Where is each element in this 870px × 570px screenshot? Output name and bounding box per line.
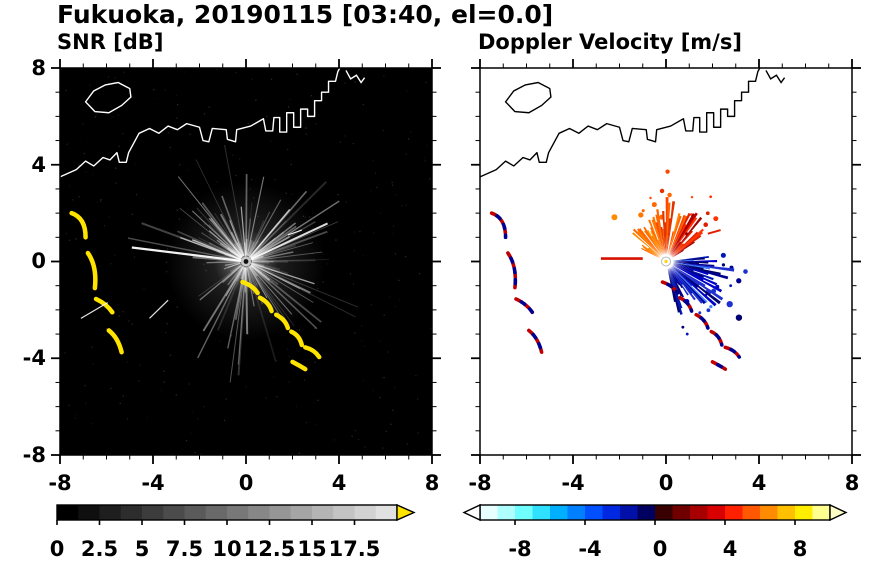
page-title: Fukuoka, 20190115 [03:40, el=0.0] — [57, 0, 554, 29]
y-tick-label: 4 — [31, 153, 46, 177]
snr-colorbar-label: 12.5 — [243, 537, 296, 561]
x-tick-label: -8 — [468, 471, 492, 495]
x-tick-label: -4 — [141, 471, 165, 495]
velocity-colorbar-label: 8 — [792, 537, 808, 561]
velocity-colorbar — [462, 503, 848, 525]
snr-plot — [51, 59, 441, 464]
y-tick-label: -8 — [22, 443, 46, 467]
y-tick-label: 8 — [31, 56, 46, 80]
snr-panel-label: SNR [dB] — [57, 30, 164, 54]
x-tick-label: -8 — [48, 471, 72, 495]
velocity-colorbar-label: 0 — [652, 537, 668, 561]
x-tick-label: 4 — [751, 471, 767, 495]
y-tick-label: -4 — [22, 346, 46, 370]
velocity-panel-label: Doppler Velocity [m/s] — [478, 30, 742, 54]
snr-colorbar-label: 5 — [134, 537, 150, 561]
y-tick-label: 0 — [31, 249, 46, 273]
snr-colorbar-label: 17.5 — [328, 537, 381, 561]
x-tick-label: 4 — [331, 471, 347, 495]
snr-colorbar — [56, 503, 416, 525]
x-tick-label: 8 — [424, 471, 440, 495]
snr-colorbar-label: 0 — [49, 537, 65, 561]
snr-colorbar-label: 15 — [297, 537, 327, 561]
velocity-colorbar-label: 4 — [722, 537, 738, 561]
velocity-plot — [471, 59, 861, 464]
x-tick-label: 0 — [238, 471, 254, 495]
snr-colorbar-label: 2.5 — [80, 537, 119, 561]
snr-colorbar-label: 7.5 — [165, 537, 204, 561]
x-tick-label: 8 — [844, 471, 860, 495]
snr-colorbar-label: 10 — [212, 537, 242, 561]
x-tick-label: 0 — [658, 471, 674, 495]
velocity-colorbar-label: -4 — [578, 537, 602, 561]
velocity-colorbar-label: -8 — [508, 537, 532, 561]
x-tick-label: -4 — [561, 471, 585, 495]
